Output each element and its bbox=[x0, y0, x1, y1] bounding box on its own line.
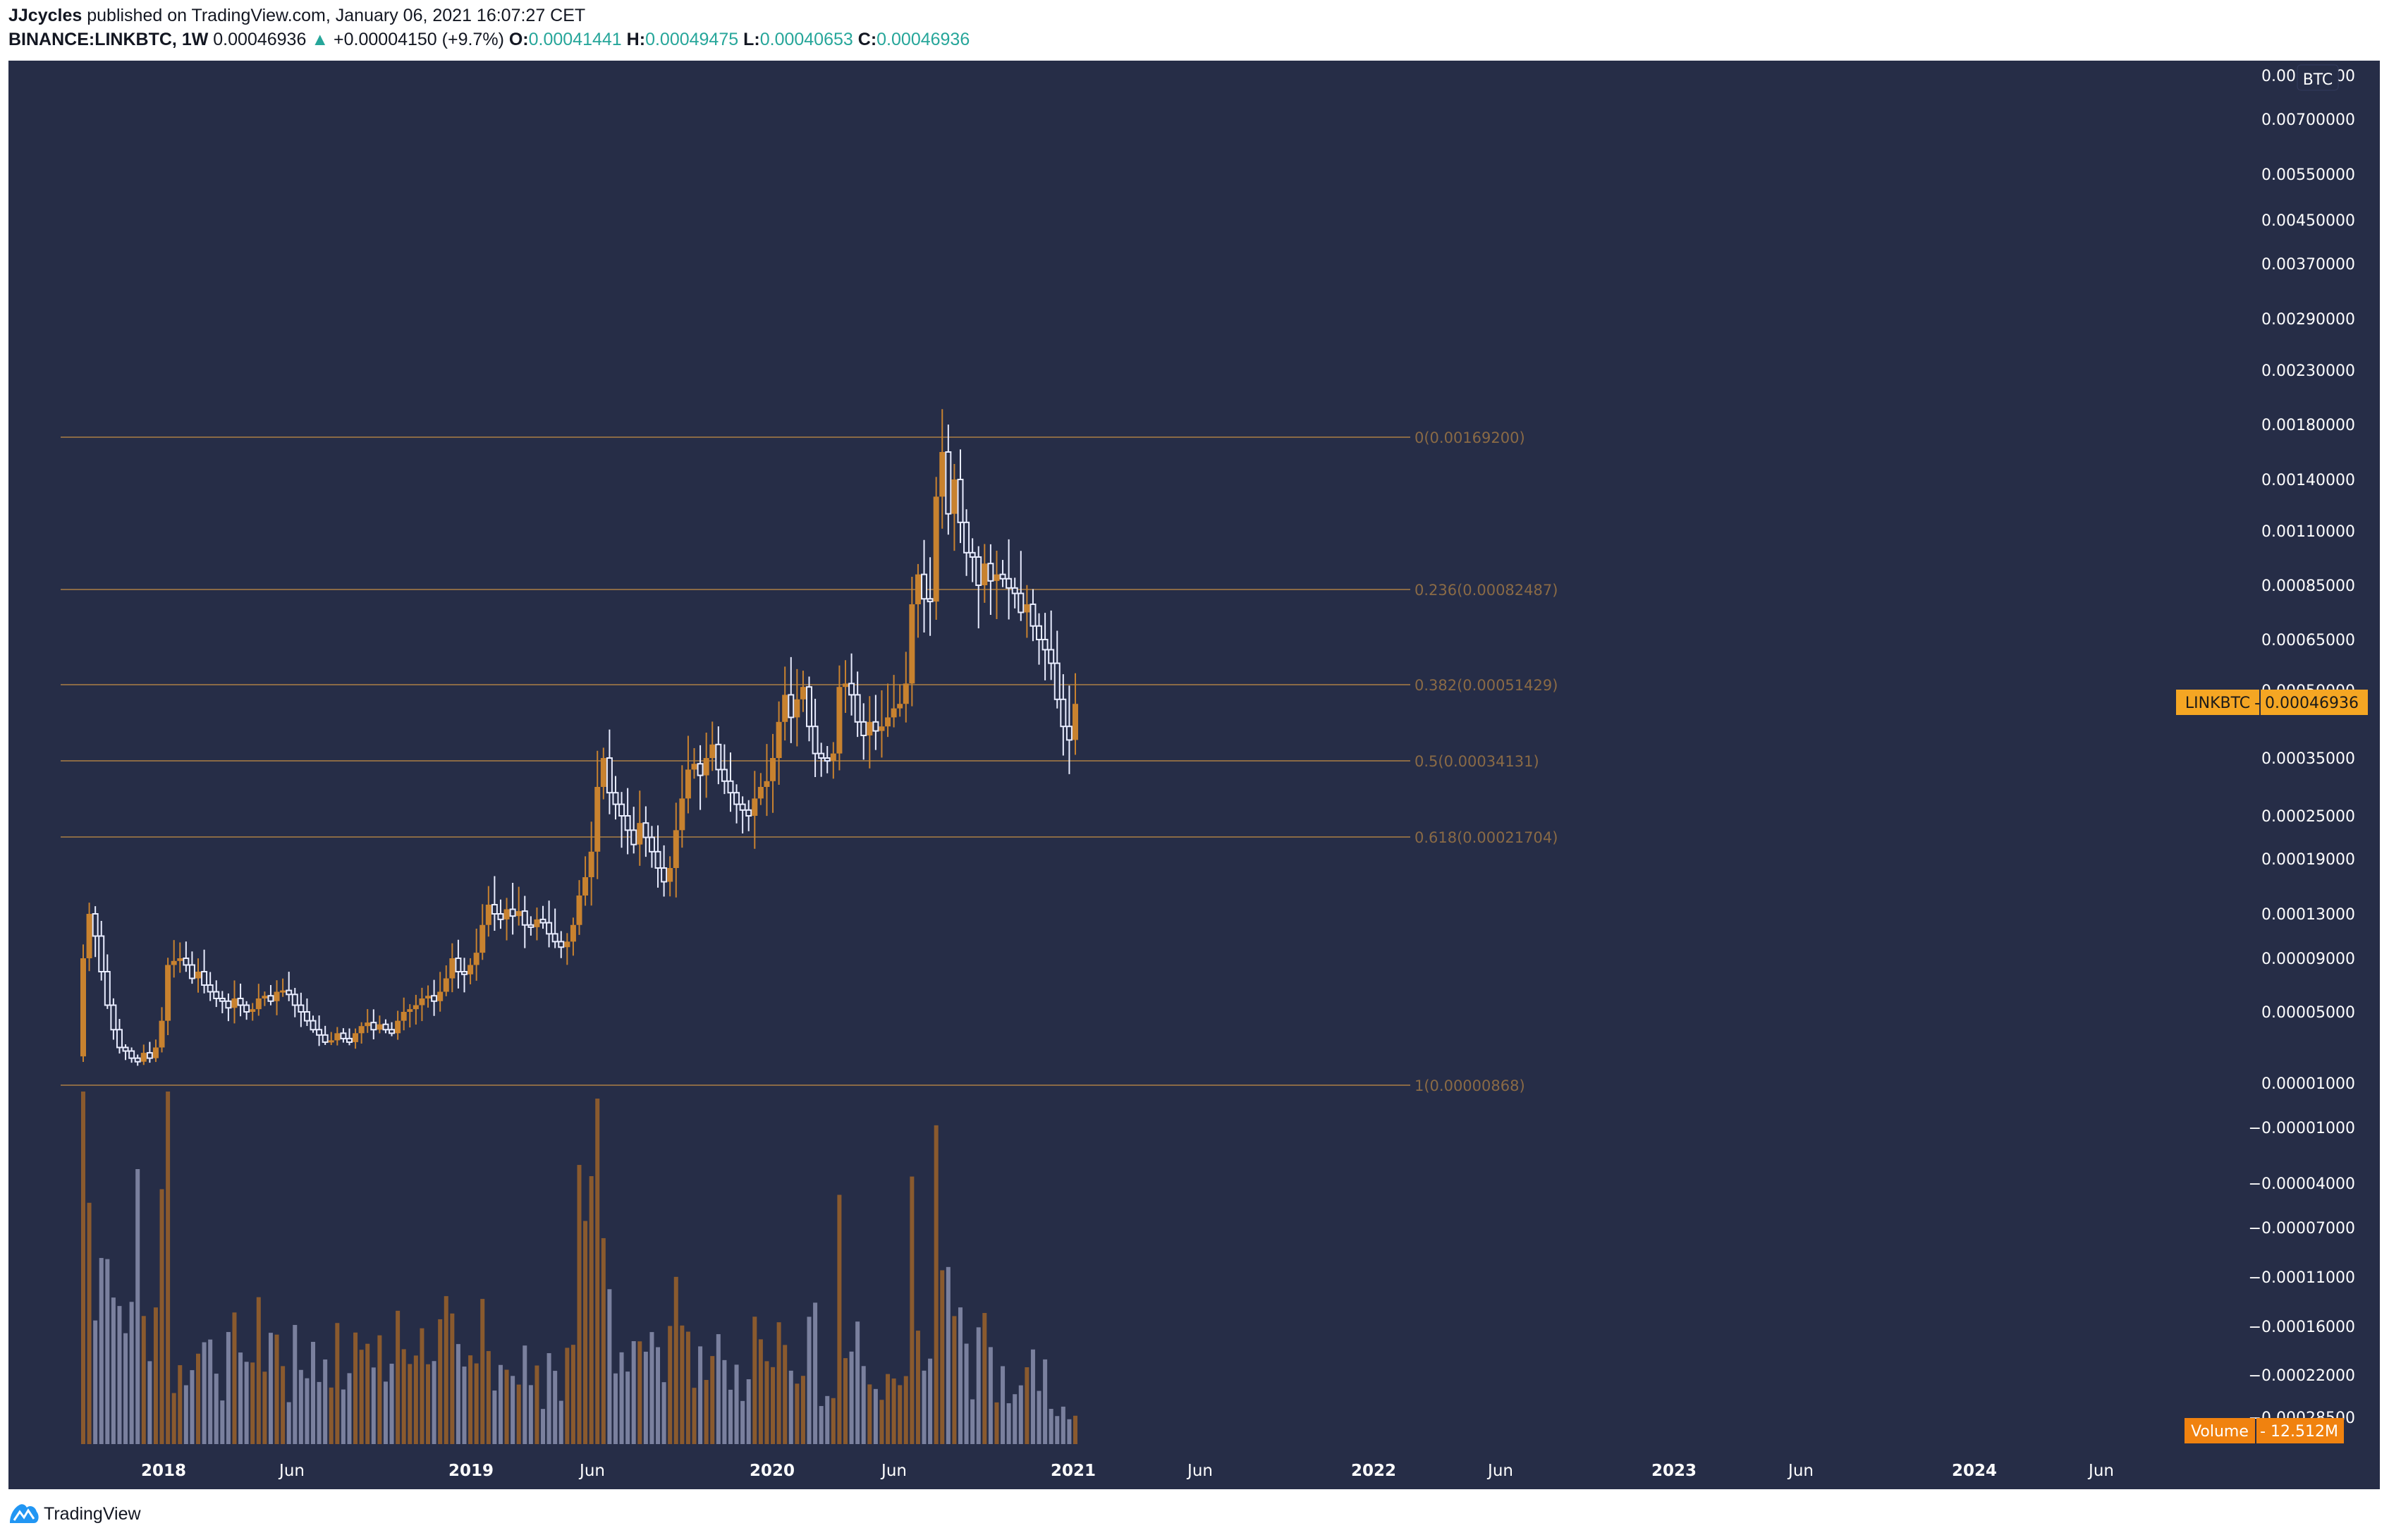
price-axis-label: 0.00019000 bbox=[2261, 851, 2355, 869]
fib-level-label: 0.5(0.00034131) bbox=[1415, 753, 1539, 770]
price-axis-label: 0.00035000 bbox=[2261, 750, 2355, 768]
price-axis-label: 0.00370000 bbox=[2261, 256, 2355, 274]
fib-level-label: 0(0.00169200) bbox=[1415, 429, 1525, 446]
price-axis-label: 0.00065000 bbox=[2261, 632, 2355, 649]
publish-info: JJcycles published on TradingView.com, J… bbox=[8, 6, 585, 26]
ohlc-legend: BINANCE:LINKBTC, 1W 0.00046936 ▲ +0.0000… bbox=[8, 30, 970, 50]
last-price-tag-symbol: LINKBTC bbox=[2185, 695, 2250, 712]
fibonacci-retracement[interactable]: 0(0.00169200) 0.236(0.00082487) 0.382(0.00… bbox=[61, 429, 1558, 1094]
time-axis-label: 2023 bbox=[1651, 1462, 1697, 1480]
price-axis-label: 0.00005000 bbox=[2261, 1004, 2355, 1022]
high-value: 0.00049475 bbox=[645, 30, 739, 49]
price-axis[interactable]: 0.008500000.007000000.005500000.00450000… bbox=[2249, 68, 2355, 1427]
brand-name: TradingView bbox=[44, 1503, 141, 1524]
time-axis-label: 2019 bbox=[448, 1462, 494, 1480]
time-axis-label: 2020 bbox=[750, 1462, 795, 1480]
price-axis-label: 0.00110000 bbox=[2261, 523, 2355, 541]
chart-panel[interactable] bbox=[8, 61, 2380, 1489]
fib-level-label: 0.236(0.00082487) bbox=[1415, 582, 1558, 599]
price-axis-label: 0.00009000 bbox=[2261, 951, 2355, 968]
price-axis-label: −0.00022000 bbox=[2249, 1367, 2355, 1385]
volume-bars bbox=[81, 1092, 1077, 1444]
currency-badge-label: BTC bbox=[2303, 71, 2333, 89]
fib-level-label: 1(0.00000868) bbox=[1415, 1077, 1525, 1094]
open-label: O: bbox=[508, 30, 529, 49]
time-axis-label: Jun bbox=[278, 1462, 305, 1480]
price-axis-label: 0.00001000 bbox=[2261, 1075, 2355, 1093]
price-axis-label: 0.00180000 bbox=[2261, 417, 2355, 434]
time-axis-label: 2018 bbox=[141, 1462, 186, 1480]
price-axis-label: 0.00450000 bbox=[2261, 212, 2355, 230]
symbol-title: BINANCE:LINKBTC, 1W bbox=[8, 30, 209, 49]
price-axis-label: 0.00290000 bbox=[2261, 311, 2355, 329]
open-value: 0.00041441 bbox=[528, 30, 622, 49]
price-axis-label: −0.00007000 bbox=[2249, 1220, 2355, 1238]
price-axis-label: 0.00025000 bbox=[2261, 808, 2355, 826]
price-axis-label: −0.00016000 bbox=[2249, 1319, 2355, 1336]
close-value: 0.00046936 bbox=[876, 30, 970, 49]
low-value: 0.00040653 bbox=[759, 30, 853, 49]
time-axis-label: Jun bbox=[578, 1462, 605, 1480]
candlestick-series bbox=[80, 409, 1078, 1066]
price-axis-label: 0.00140000 bbox=[2261, 472, 2355, 489]
price-tags: LINKBTC - 0.00046936 Volume - 12.512M bbox=[2176, 690, 2368, 1443]
fib-level-label: 0.382(0.00051429) bbox=[1415, 677, 1558, 694]
time-axis-label: Jun bbox=[1186, 1462, 1213, 1480]
price-axis-label: 0.00700000 bbox=[2261, 111, 2355, 129]
time-axis-label: 2022 bbox=[1351, 1462, 1396, 1480]
time-axis-label: Jun bbox=[1787, 1462, 1814, 1480]
high-label: H: bbox=[626, 30, 646, 49]
price-change: +0.00004150 (+9.7%) bbox=[334, 30, 504, 49]
currency-badge[interactable]: BTC bbox=[2297, 64, 2339, 91]
volume-tag-value: - 12.512M bbox=[2260, 1423, 2338, 1441]
price-axis-label: 0.00085000 bbox=[2261, 578, 2355, 595]
price-axis-label: 0.00230000 bbox=[2261, 362, 2355, 380]
last-price-tag-value: - 0.00046936 bbox=[2254, 695, 2359, 712]
last-price: 0.00046936 bbox=[213, 30, 307, 49]
price-axis-label: 0.00550000 bbox=[2261, 166, 2355, 184]
published-text: published on TradingView.com, January 06… bbox=[87, 6, 586, 25]
tradingview-brand[interactable]: TradingView bbox=[8, 1502, 141, 1526]
price-axis-label: 0.00013000 bbox=[2261, 906, 2355, 924]
time-axis-label: 2021 bbox=[1051, 1462, 1096, 1480]
fib-level-label: 0.618(0.00021704) bbox=[1415, 829, 1558, 846]
close-label: C: bbox=[857, 30, 877, 49]
up-arrow-icon: ▲ bbox=[311, 30, 329, 49]
tradingview-logo-icon bbox=[10, 1504, 39, 1523]
time-axis-label: 2024 bbox=[1952, 1462, 1997, 1480]
price-axis-label: −0.00004000 bbox=[2249, 1175, 2355, 1193]
time-axis-label: Jun bbox=[880, 1462, 907, 1480]
low-label: L: bbox=[743, 30, 760, 49]
time-axis-label: Jun bbox=[2087, 1462, 2114, 1480]
volume-tag-label: Volume bbox=[2191, 1423, 2249, 1441]
time-axis[interactable]: 2018 Jun 2019 Jun 2020 Jun 2021 Jun 2022 Jun 2023 J… bbox=[141, 1462, 2114, 1480]
price-axis-label: −0.00001000 bbox=[2249, 1120, 2355, 1137]
price-axis-label: −0.00011000 bbox=[2249, 1269, 2355, 1287]
time-axis-label: Jun bbox=[1486, 1462, 1513, 1480]
author-name[interactable]: JJcycles bbox=[8, 6, 83, 25]
